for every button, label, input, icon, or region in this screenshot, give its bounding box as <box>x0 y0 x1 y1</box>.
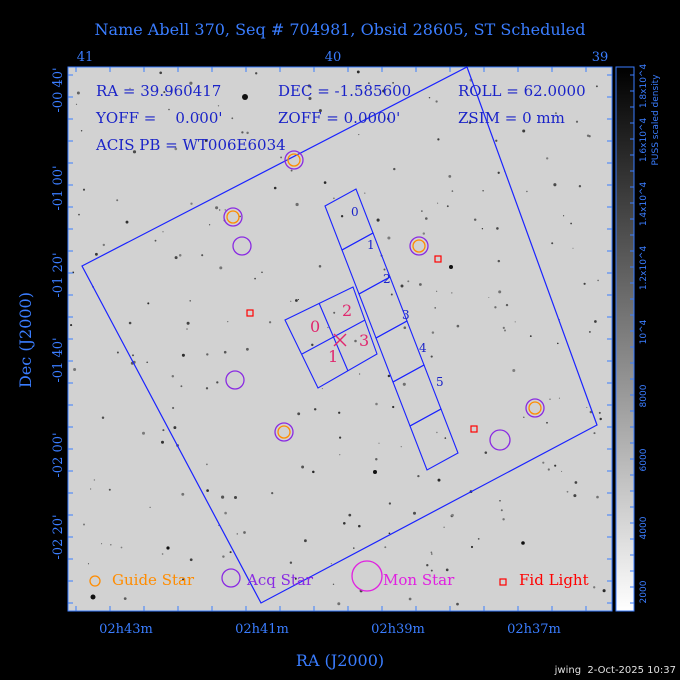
legend-guide-label: Guide Star <box>112 571 195 589</box>
left-tick-label: -02 00' <box>51 432 66 477</box>
acq-star-marker <box>274 422 294 442</box>
acis-i-label: 1 <box>328 347 338 366</box>
info-zoff: ZOFF = 0.0000' <box>278 109 400 127</box>
left-tick-label: -01 40' <box>51 337 66 382</box>
acis-s-chips <box>324 188 459 471</box>
legend-fid-icon <box>499 578 507 586</box>
top-tick-label: 41 <box>77 50 94 65</box>
colorbar-tick-label: 1.2x10^4 <box>639 246 649 291</box>
colorbar-tick-label: 2000 <box>639 580 649 603</box>
colorbar-tick-label: 1.8x10^4 <box>639 64 649 109</box>
acis-i-label: 2 <box>342 301 352 320</box>
background-stars <box>70 70 606 606</box>
colorbar-tick-label: 4000 <box>639 516 649 539</box>
info-acis: ACIS PB = WT006E6034 <box>95 136 286 154</box>
fid-light-marker <box>246 309 254 317</box>
guide-star-marker <box>287 153 301 167</box>
colorbar-tick-label: 6000 <box>639 448 649 471</box>
colorbar-title: PUSS scaled density <box>651 74 661 166</box>
y-axis-label: Dec (J2000) <box>16 292 35 388</box>
fid-light-marker <box>434 255 442 263</box>
fid-light-marker <box>470 425 478 433</box>
bottom-tick-label: 02h41m <box>235 622 289 637</box>
acq-star-marker <box>525 398 545 418</box>
info-zsim: ZSIM = 0 mm <box>458 109 565 127</box>
fov-outline <box>81 66 598 604</box>
acis-i-label: 3 <box>359 331 369 350</box>
acis-s-label: 3 <box>402 308 410 322</box>
x-axis-label: RA (J2000) <box>296 651 384 670</box>
acis-i-array <box>284 286 378 389</box>
chart-title: Name Abell 370, Seq # 704981, Obsid 2860… <box>95 20 586 39</box>
sky-image <box>68 67 612 611</box>
acis-s-label: 2 <box>383 272 391 286</box>
colorbar-ticks <box>630 74 634 604</box>
acq-star-marker <box>489 429 511 451</box>
bottom-tick-label: 02h37m <box>507 622 561 637</box>
acis-s-label: 4 <box>419 341 427 355</box>
acis-s-label: 1 <box>367 238 375 252</box>
guide-stars <box>223 150 545 451</box>
legend-mon-label: Mon Star <box>383 571 455 589</box>
bottom-tick-label: 02h43m <box>99 622 153 637</box>
top-tick-label: 39 <box>592 50 609 65</box>
legend-acq-label: Acq Star <box>246 571 314 589</box>
left-tick-label: -01 00' <box>51 165 66 210</box>
colorbar-tick-label: 10^4 <box>639 319 649 344</box>
guide-star-marker <box>277 425 291 439</box>
legend: Guide Star Acq Star Mon Star Fid Light <box>89 560 589 592</box>
left-tick-label: -02 20' <box>51 514 66 559</box>
acq-star-marker <box>409 236 429 256</box>
info-dec: DEC = -1.585600 <box>278 82 411 100</box>
bottom-tick-label: 02h39m <box>371 622 425 637</box>
info-roll: ROLL = 62.0000 <box>458 82 586 100</box>
info-yoff: YOFF = 0.000' <box>95 109 223 127</box>
acis-i-label: 0 <box>310 317 320 336</box>
aimpoint-marker <box>333 333 347 347</box>
acq-star-marker <box>232 236 252 256</box>
legend-fid-label: Fid Light <box>519 571 589 589</box>
colorbar-tick-label: 1.6x10^4 <box>639 118 649 163</box>
legend-guide-icon <box>89 575 101 587</box>
legend-mon-icon <box>351 560 383 592</box>
acis-s-label: 5 <box>436 375 444 389</box>
legend-acq-icon <box>221 568 241 588</box>
colorbar-tick-label: 8000 <box>639 384 649 407</box>
axis-ticks <box>68 67 612 611</box>
acq-star-marker <box>284 150 304 170</box>
colorbar-gradient <box>615 66 635 612</box>
colorbar-tick-label: 1.4x10^4 <box>639 182 649 227</box>
left-tick-label: -01 20' <box>51 252 66 297</box>
info-ra: RA = 39.960417 <box>96 82 221 100</box>
left-tick-label: -00 40' <box>51 67 66 112</box>
acq-star-marker <box>225 370 245 390</box>
footer-timestamp: jwing 2-Oct-2025 10:37 <box>554 665 676 676</box>
guide-star-marker <box>226 210 240 224</box>
top-tick-label: 40 <box>325 50 342 65</box>
guide-star-marker <box>412 239 426 253</box>
fid-lights <box>246 255 478 433</box>
colorbar: 2000 4000 6000 8000 10^4 1.2x10^4 1.4x10… <box>615 64 661 612</box>
acq-star-marker <box>223 207 243 227</box>
acis-s-label: 0 <box>351 205 359 219</box>
guide-star-marker <box>528 401 542 415</box>
